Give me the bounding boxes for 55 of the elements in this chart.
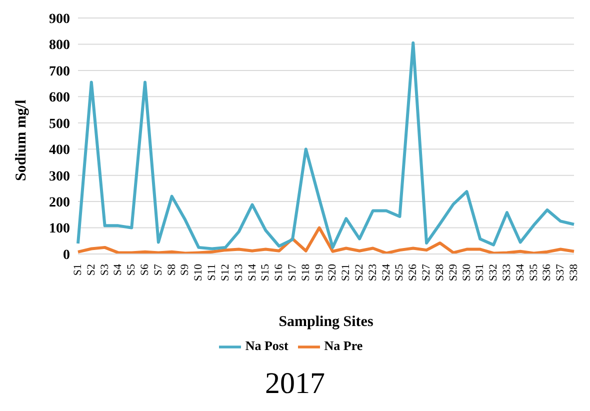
x-tick-label: S29 — [447, 264, 460, 282]
x-tick-label: S23 — [366, 264, 379, 282]
x-tick-label: S38 — [568, 264, 580, 282]
x-tick-label: S12 — [219, 264, 232, 282]
x-tick-label: S37 — [554, 264, 567, 282]
x-tick-label: S5 — [126, 264, 138, 276]
line-series — [76, 41, 576, 250]
x-tick-label: S20 — [326, 264, 339, 282]
y-tick-label: 300 — [49, 169, 70, 184]
x-tick-label: S14 — [246, 264, 258, 282]
x-tick-label: S21 — [340, 264, 352, 282]
x-tick-label: S3 — [98, 264, 111, 276]
legend-label: Na Pre — [324, 338, 363, 353]
x-tick-label: S9 — [179, 264, 192, 276]
x-axis-title: Sampling Sites — [278, 314, 374, 330]
x-tick-label: S30 — [460, 264, 473, 282]
y-tick-label: 600 — [49, 90, 70, 106]
text: 2017 — [264, 367, 326, 401]
y-tick-label: 500 — [49, 116, 70, 132]
legend-label: Na Post — [245, 338, 288, 353]
y-tick-label: 100 — [49, 222, 70, 237]
x-tick-label: S4 — [112, 264, 124, 276]
x-tick-label: S1 — [72, 264, 84, 276]
x-tick-label: S25 — [394, 264, 406, 282]
x-tick-label: S27 — [420, 264, 433, 282]
x-tick-label: S8 — [166, 264, 178, 276]
x-tick-label: S31 — [474, 264, 486, 282]
x-tick-label: S10 — [192, 264, 205, 282]
x-tick-label: S28 — [434, 264, 446, 282]
x-tick-label: S19 — [313, 264, 326, 282]
y-tick-label: 200 — [49, 196, 70, 211]
x-tick-label: S22 — [354, 264, 366, 282]
y-tick-label: 0 — [63, 248, 70, 263]
y-tick-label: 800 — [49, 38, 70, 54]
x-tick-label: S35 — [528, 264, 540, 282]
x-tick-label: S15 — [260, 264, 272, 282]
x-tick-label: S34 — [514, 264, 526, 282]
x-tick-label: S26 — [407, 264, 420, 282]
x-tick-label: S16 — [273, 264, 286, 282]
y-axis-title: Sodium mg/l — [13, 100, 30, 181]
x-tick-label: S6 — [139, 264, 152, 276]
x-tick-label: S7 — [152, 264, 164, 276]
x-tick-label: S24 — [380, 264, 392, 282]
line-series — [76, 226, 576, 254]
x-tick-label: S36 — [541, 264, 554, 282]
y-tick-label: 400 — [49, 143, 70, 158]
x-tick-label: S13 — [232, 264, 245, 282]
x-tick-label: S17 — [286, 264, 298, 282]
x-tick-label: S18 — [300, 264, 312, 282]
x-tick-label: S11 — [206, 264, 218, 281]
y-tick-label: 900 — [49, 12, 70, 27]
x-tick-label: S33 — [500, 264, 513, 282]
x-tick-label: S32 — [488, 264, 500, 282]
x-tick-label: S2 — [85, 264, 98, 276]
y-tick-label: 700 — [49, 64, 70, 80]
